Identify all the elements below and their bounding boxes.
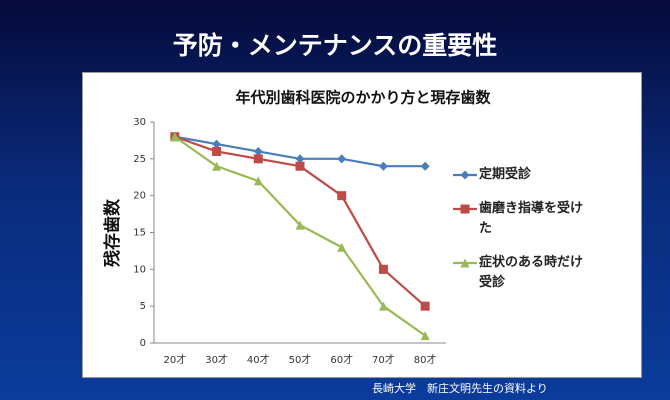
legend-swatch	[453, 170, 477, 180]
legend-label: 症状のある時だけ受診	[479, 255, 584, 290]
legend-swatch	[453, 204, 477, 214]
x-tick-label: 60才	[330, 353, 353, 366]
x-tick-label: 80才	[414, 353, 437, 366]
marker	[420, 331, 430, 341]
marker	[295, 154, 305, 164]
legend-label: 定期受診	[479, 167, 532, 182]
chart: 年代別歯科医院のかかり方と現存歯数 残存歯数 0 5 10 15 20 25 30 20才 30…	[102, 89, 491, 367]
marker	[253, 176, 263, 186]
marker	[295, 220, 305, 230]
slide-title: 予防・メンテナンスの重要性	[172, 31, 498, 60]
marker	[337, 191, 347, 201]
marker	[460, 258, 470, 268]
y-tick-label: 5	[140, 301, 146, 312]
x-tick-label: 70才	[372, 353, 395, 366]
marker	[212, 161, 222, 171]
legend-swatch	[453, 258, 477, 268]
source-note: 長崎大学 新庄文明先生の資料より	[372, 382, 548, 395]
chart-title: 年代別歯科医院のかかり方と現存歯数	[235, 89, 491, 107]
marker	[253, 154, 263, 164]
x-tick-label: 50才	[289, 353, 312, 366]
y-tick-label: 25	[133, 154, 146, 165]
marker	[420, 161, 430, 171]
marker	[420, 301, 430, 311]
legend-item: 症状のある時だけ受診	[451, 253, 631, 293]
marker	[460, 170, 470, 180]
marker	[212, 146, 222, 156]
legend-item: 定期受診	[451, 165, 631, 185]
x-tick-label: 30才	[205, 353, 228, 366]
y-tick-label: 10	[133, 264, 146, 275]
y-tick-label: 0	[140, 338, 146, 349]
x-tick-label: 40才	[247, 353, 270, 366]
legend-label: 歯磨き指導を受けた	[479, 201, 584, 236]
y-tick-label: 20	[133, 191, 146, 202]
marker	[378, 264, 388, 274]
marker	[378, 301, 388, 311]
marker	[378, 161, 388, 171]
x-tick-label: 20才	[163, 353, 186, 366]
marker	[337, 242, 347, 252]
marker	[337, 154, 347, 164]
y-tick-label: 30	[133, 117, 146, 128]
marker	[460, 204, 470, 214]
chart-panel: 年代別歯科医院のかかり方と現存歯数 残存歯数 0 5 10 15 20 25 30 20才 30…	[82, 72, 642, 378]
legend-item: 歯磨き指導を受けた	[451, 199, 631, 239]
marker	[212, 139, 222, 149]
marker	[295, 161, 305, 171]
y-tick-label: 15	[133, 228, 146, 239]
legend: 定期受診歯磨き指導を受けた 症状のある時だけ受診	[451, 165, 631, 307]
marker	[170, 132, 180, 142]
y-axis-label: 残存歯数	[102, 198, 123, 267]
